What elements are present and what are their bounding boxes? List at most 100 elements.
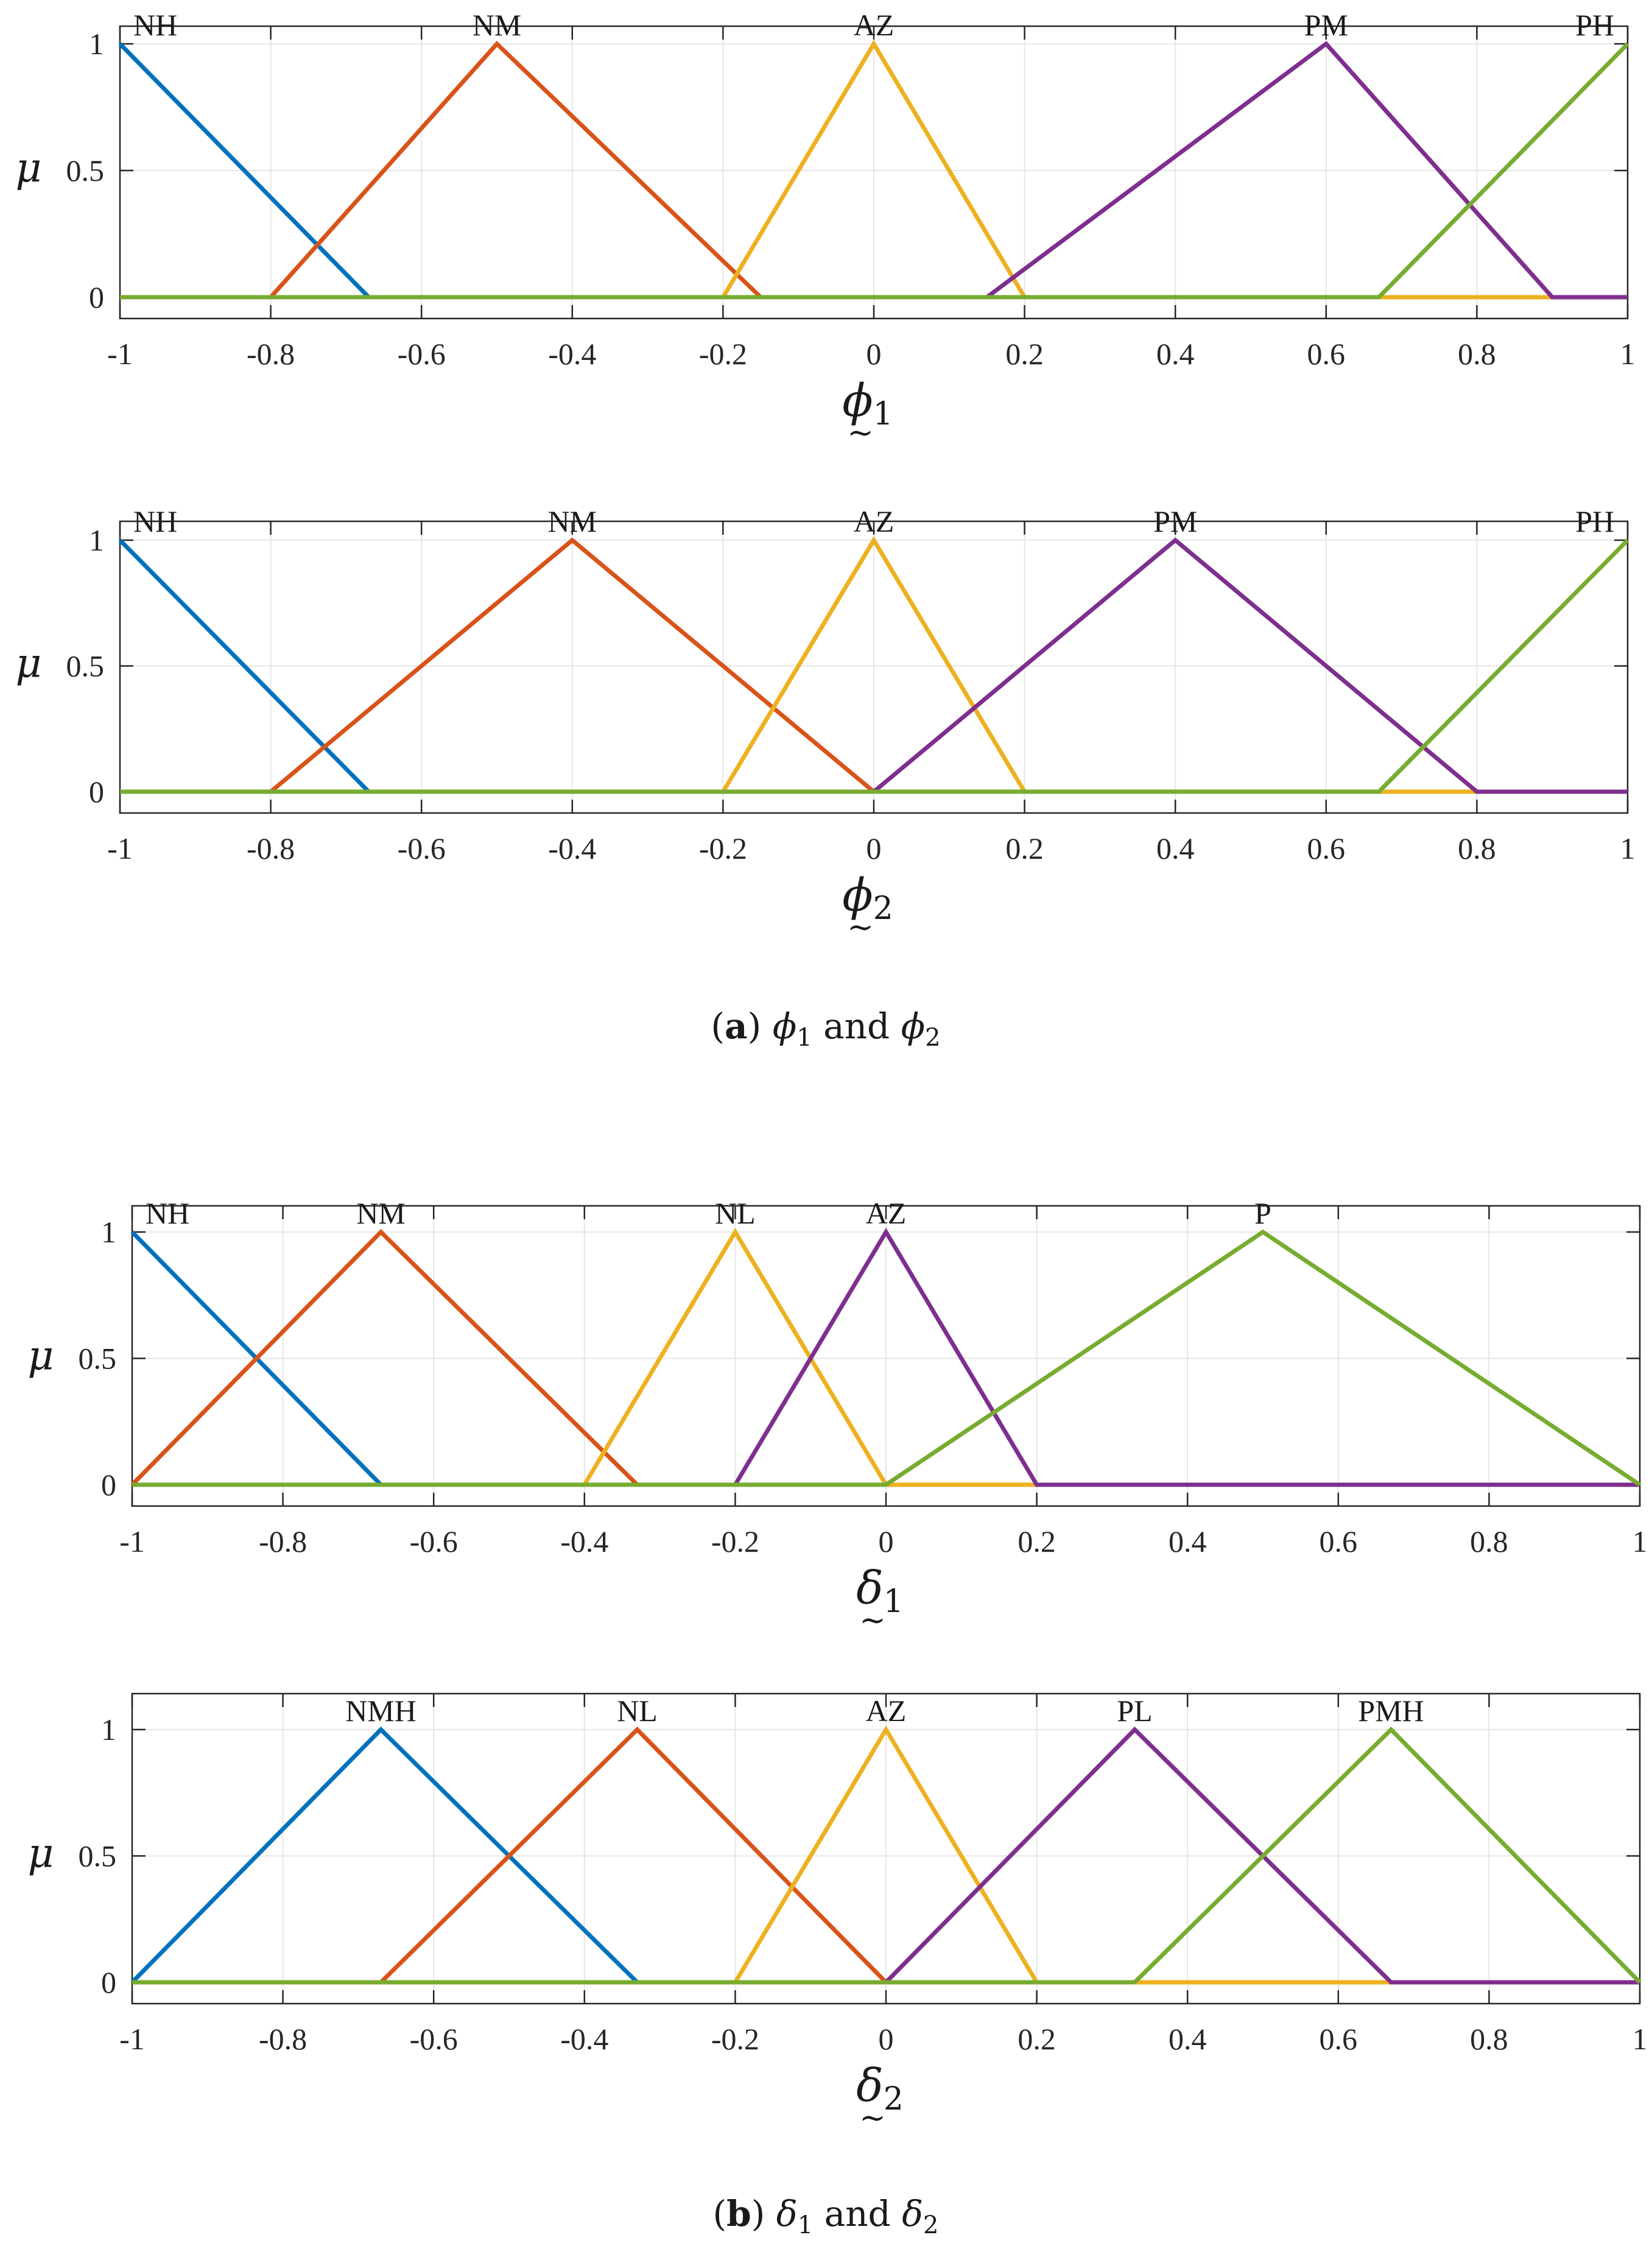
x-tick-label: -0.6: [410, 1524, 458, 1558]
series-label-ph: PH: [1575, 8, 1614, 42]
y-tick-label: 0.5: [66, 649, 105, 683]
series-label-pl: PL: [1117, 1694, 1152, 1728]
x-tick-label: -1: [107, 831, 133, 865]
x-tick-label: 0.4: [1169, 1524, 1207, 1558]
series-label-pm: PM: [1304, 8, 1348, 42]
y-tick-label: 1: [101, 1713, 116, 1747]
x-tick-label: 0.8: [1470, 1524, 1508, 1558]
x-tick-label: -1: [119, 1524, 145, 1558]
series-label-ph: PH: [1575, 504, 1614, 538]
x-tick-label: 0.6: [1307, 337, 1346, 371]
y-axis-label: μ: [16, 640, 42, 687]
x-tick-label: -0.4: [560, 1524, 608, 1558]
x-axis-label: δ2: [856, 2060, 904, 2118]
series-label-p: P: [1254, 1196, 1271, 1230]
x-tick-label: -0.6: [410, 2022, 458, 2056]
chart-panel-1: -1 -0.8 -0.6 -0.4 -0.2 0 0.2 0.4 0.6 0.8 1 0 0.5 1 μ ϕ1…: [16, 8, 1636, 451]
series-label-nl: NL: [617, 1694, 658, 1728]
x-tick-label: 0: [866, 337, 882, 371]
x-tick-label: 0.6: [1307, 831, 1346, 865]
chart-panel-4: -1 -0.8 -0.6 -0.4 -0.2 0 0.2 0.4 0.6 0.8 1 0 0.5 1 μ δ2…: [28, 1692, 1648, 2136]
y-tick-label: 0: [89, 775, 104, 809]
x-tick-label: -0.6: [398, 831, 446, 865]
y-tick-label: 1: [89, 27, 104, 61]
x-axis-label: δ1: [856, 1562, 904, 1620]
x-axis-label-tilde: ~: [859, 2100, 886, 2136]
series-label-az: AZ: [866, 1694, 907, 1728]
series-line-pmh: [132, 1727, 1642, 1985]
series-label-az: AZ: [866, 1196, 907, 1230]
x-tick-label: 0.8: [1458, 337, 1496, 371]
y-tick-label: 0.5: [79, 1342, 117, 1376]
caption-b: (b) δ1 and δ2: [713, 2193, 939, 2239]
x-tick-label: -0.4: [548, 337, 596, 371]
x-tick-label: 0: [879, 2022, 894, 2056]
x-tick-label: 0.8: [1458, 831, 1496, 865]
x-tick-label: 0.2: [1018, 1524, 1056, 1558]
x-tick-label: -0.2: [699, 337, 747, 371]
x-tick-label: 0.6: [1320, 2022, 1358, 2056]
x-tick-label: -0.2: [711, 2022, 759, 2056]
y-tick-label: 0: [89, 280, 104, 314]
chart-panel-2: -1 -0.8 -0.6 -0.4 -0.2 0 0.2 0.4 0.6 0.8 1 0 0.5 1 μ ϕ2…: [16, 504, 1636, 946]
y-tick-label: 0: [101, 1965, 116, 1999]
y-axis-label: μ: [16, 144, 42, 191]
x-axis-label-tilde: ~: [859, 1602, 886, 1639]
x-tick-label: 0: [866, 831, 882, 865]
series-label-az: AZ: [854, 8, 895, 42]
x-tick-label: 1: [1620, 831, 1636, 865]
series-label-nm: NM: [356, 1196, 406, 1230]
x-tick-label: 0.4: [1169, 2022, 1207, 2056]
x-tick-label: 0: [879, 1524, 894, 1558]
caption-a: (a) ϕ1 and ϕ2: [711, 1005, 940, 1052]
x-tick-label: 0.4: [1156, 831, 1195, 865]
x-tick-label: -0.2: [711, 1524, 759, 1558]
x-tick-label: -0.4: [560, 2022, 608, 2056]
series-label-nh: NH: [133, 504, 177, 538]
x-tick-label: -0.8: [247, 831, 295, 865]
y-tick-label: 1: [89, 523, 104, 557]
series-label-nm: NM: [473, 8, 522, 42]
y-tick-label: 0.5: [79, 1839, 117, 1873]
x-axis-label: ϕ1: [842, 375, 893, 432]
x-tick-label: -0.6: [398, 337, 446, 371]
y-tick-label: 1: [101, 1215, 116, 1249]
y-axis-label: μ: [28, 1830, 54, 1877]
x-axis-label-tilde: ~: [847, 909, 874, 946]
series-label-nh: NH: [133, 8, 177, 42]
x-tick-label: 0.2: [1018, 2022, 1056, 2056]
series-line-p: [132, 1229, 1641, 1487]
x-axis-label-tilde: ~: [847, 415, 874, 451]
x-tick-label: 0.4: [1156, 337, 1195, 371]
series-label-pm: PM: [1153, 504, 1197, 538]
series-label-pmh: PMH: [1358, 1694, 1424, 1728]
x-tick-label: -1: [119, 2022, 145, 2056]
x-tick-label: 0.6: [1320, 1524, 1358, 1558]
series-label-az: AZ: [854, 504, 895, 538]
x-tick-label: 1: [1620, 337, 1636, 371]
series-label-nh: NH: [146, 1196, 189, 1230]
x-tick-label: 0.8: [1470, 2022, 1508, 2056]
x-axis-label: ϕ2: [842, 869, 893, 927]
panels: -1 -0.8 -0.6 -0.4 -0.2 0 0.2 0.4 0.6 0.8 1 0 0.5 1 μ ϕ1…: [16, 8, 1648, 2136]
y-tick-label: 0: [101, 1468, 116, 1502]
series-label-nl: NL: [715, 1196, 756, 1230]
series-label-nm: NM: [548, 504, 597, 538]
y-tick-label: 0.5: [66, 153, 105, 188]
x-tick-label: 1: [1633, 1524, 1648, 1558]
series-line-ph: [120, 42, 1629, 300]
series-label-nmh: NMH: [345, 1694, 417, 1728]
x-tick-label: -0.2: [699, 831, 747, 865]
x-tick-label: -0.8: [259, 2022, 307, 2056]
series-line-ph: [120, 538, 1629, 794]
x-tick-label: -0.8: [259, 1524, 307, 1558]
x-tick-label: 0.2: [1005, 831, 1044, 865]
x-tick-label: 0.2: [1005, 337, 1044, 371]
x-tick-label: -1: [107, 337, 133, 371]
chart-panel-3: -1 -0.8 -0.6 -0.4 -0.2 0 0.2 0.4 0.6 0.8 1 0 0.5 1 μ δ1…: [28, 1196, 1648, 1639]
y-axis-label: μ: [28, 1332, 54, 1379]
x-tick-label: -0.4: [548, 831, 596, 865]
x-tick-label: -0.8: [247, 337, 295, 371]
x-tick-label: 1: [1633, 2022, 1648, 2056]
